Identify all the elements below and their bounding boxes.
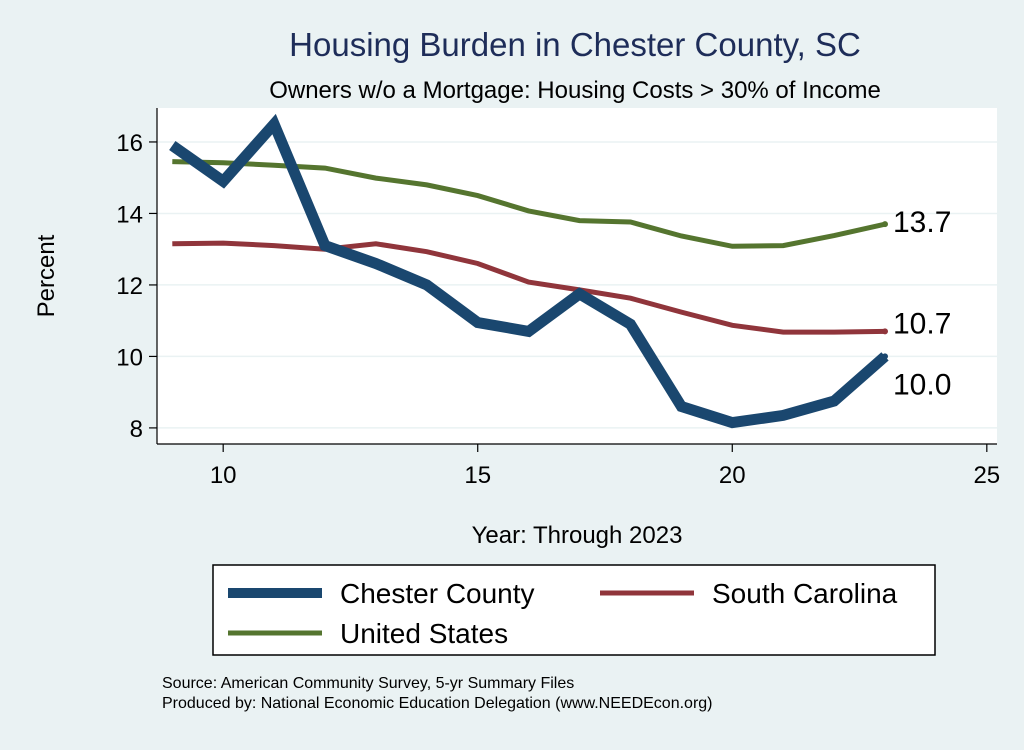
source-note: Source: American Community Survey, 5-yr … [162, 675, 574, 692]
y-axis-label: Percent [33, 234, 60, 317]
series-line-south-carolina [172, 240, 886, 335]
x-axis-label: Year: Through 2023 [472, 522, 683, 549]
series-end-label: 10.7 [893, 307, 951, 340]
produced-by-note: Produced by: National Economic Education… [162, 695, 713, 712]
legend-box [212, 564, 936, 656]
legend-label-united-states: United States [340, 618, 508, 649]
chart-title: Housing Burden in Chester County, SC [289, 26, 861, 63]
y-tick-label: 14 [116, 201, 143, 228]
series-end-point [882, 353, 888, 360]
series-end-label: 10.0 [893, 368, 951, 401]
y-tick-label: 12 [116, 273, 143, 300]
x-tick-label: 15 [464, 462, 491, 489]
legend-label-south-carolina: South Carolina [712, 578, 898, 609]
legend-label-chester-county: Chester County [340, 578, 535, 609]
y-tick-label: 16 [116, 130, 143, 157]
series-end-point [882, 221, 888, 228]
x-tick-label: 25 [973, 462, 1000, 489]
y-tick-label: 10 [116, 344, 143, 371]
series-line-chester-county [169, 113, 889, 429]
series-end-point [882, 328, 888, 335]
legend: Chester County South Carolina United Sta… [212, 564, 936, 656]
chart-subtitle: Owners w/o a Mortgage: Housing Costs > 3… [269, 77, 881, 104]
series-end-label: 13.7 [893, 206, 951, 239]
x-tick-label: 10 [210, 462, 237, 489]
x-tick-label: 20 [719, 462, 746, 489]
y-tick-label: 8 [130, 416, 143, 443]
